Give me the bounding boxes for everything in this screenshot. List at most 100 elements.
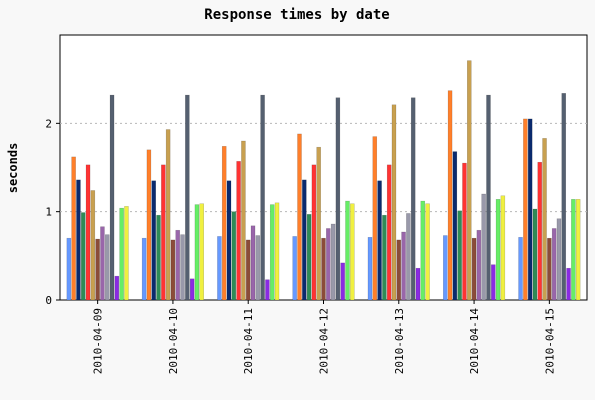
- bar: [527, 118, 533, 301]
- bar: [71, 156, 76, 301]
- bar: [491, 264, 496, 301]
- bar: [571, 199, 576, 301]
- bar: [486, 94, 491, 301]
- bar: [165, 129, 171, 301]
- bar: [542, 138, 547, 301]
- bar: [561, 93, 567, 301]
- x-tick-label: 2010-04-12: [318, 308, 331, 374]
- bar: [217, 236, 222, 301]
- x-tick-label: 2010-04-09: [92, 308, 105, 374]
- bar: [185, 94, 190, 301]
- bar: [518, 237, 523, 301]
- bar: [194, 204, 200, 301]
- bar: [141, 237, 147, 301]
- bar: [547, 237, 552, 301]
- bar: [199, 203, 204, 301]
- bar: [95, 238, 100, 301]
- bar: [345, 200, 350, 301]
- bar: [495, 199, 501, 301]
- bar: [457, 210, 462, 301]
- bar: [367, 237, 373, 301]
- bar: [76, 179, 81, 301]
- bar: [382, 214, 387, 301]
- x-tick-label: 2010-04-10: [167, 308, 180, 374]
- x-tick-label: 2010-04-13: [393, 308, 406, 374]
- bar: [151, 180, 156, 301]
- bar: [471, 237, 477, 301]
- bar: [274, 202, 280, 301]
- bar: [420, 200, 426, 301]
- y-tick-label: 0: [45, 294, 52, 307]
- bar: [85, 164, 91, 301]
- bar: [260, 94, 265, 301]
- bar: [532, 208, 538, 301]
- bar: [189, 278, 195, 301]
- bar: [180, 234, 185, 301]
- bar: [372, 136, 378, 301]
- bar: [311, 164, 317, 301]
- bar: [443, 235, 448, 301]
- bar: [321, 237, 326, 301]
- bar: [500, 195, 506, 301]
- bar: [447, 90, 453, 301]
- bar: [575, 199, 581, 301]
- bar: [302, 179, 307, 301]
- bar: [104, 234, 110, 301]
- bar: [330, 223, 336, 301]
- bar: [250, 225, 256, 301]
- x-tick-label: 2010-04-15: [543, 308, 556, 374]
- chart-title: Response times by date: [204, 7, 389, 23]
- ticks-layer: 0 1 2 2010-04-09 2010-04-10 2010-04-11 2010-04…: [45, 117, 556, 374]
- bar: [467, 60, 472, 301]
- bar: [401, 231, 406, 301]
- bar: [556, 218, 562, 301]
- bar: [170, 239, 176, 301]
- bar: [410, 97, 416, 301]
- x-tick-label: 2010-04-11: [242, 308, 255, 374]
- bar: [523, 118, 528, 301]
- bar: [90, 190, 96, 301]
- bars-layer: [66, 60, 581, 301]
- bar: [350, 203, 355, 301]
- bar: [156, 214, 161, 301]
- bar: [114, 275, 120, 301]
- bar: [391, 104, 397, 301]
- bar: [566, 267, 571, 301]
- bar: [476, 229, 482, 301]
- bar: [236, 161, 241, 301]
- y-tick-label: 2: [45, 117, 52, 130]
- bar: [161, 164, 166, 301]
- bar: [175, 229, 180, 301]
- x-tick-label: 2010-04-14: [468, 308, 481, 375]
- bar: [66, 237, 72, 301]
- bar: [452, 151, 458, 301]
- bar: [255, 235, 261, 301]
- bar: [109, 94, 115, 301]
- bar: [241, 140, 246, 301]
- bar: [396, 239, 402, 301]
- bar: [146, 149, 152, 301]
- bar: [326, 228, 331, 301]
- bar: [269, 204, 275, 301]
- bar: [406, 213, 411, 301]
- bar: [425, 203, 430, 301]
- bar: [377, 180, 382, 301]
- bar: [462, 162, 467, 301]
- bar: [265, 279, 270, 301]
- bar: [551, 228, 557, 301]
- bar: [292, 236, 297, 301]
- bar: [316, 146, 321, 301]
- bar: [231, 211, 237, 301]
- bar: [124, 206, 129, 301]
- bar: [415, 267, 421, 301]
- bar: [537, 161, 543, 301]
- bar: [481, 193, 486, 301]
- bar: [297, 133, 302, 301]
- bar: [119, 207, 124, 301]
- bar: [306, 214, 312, 301]
- bar: [226, 180, 232, 301]
- y-tick-label: 1: [45, 206, 52, 219]
- bar: [335, 97, 341, 301]
